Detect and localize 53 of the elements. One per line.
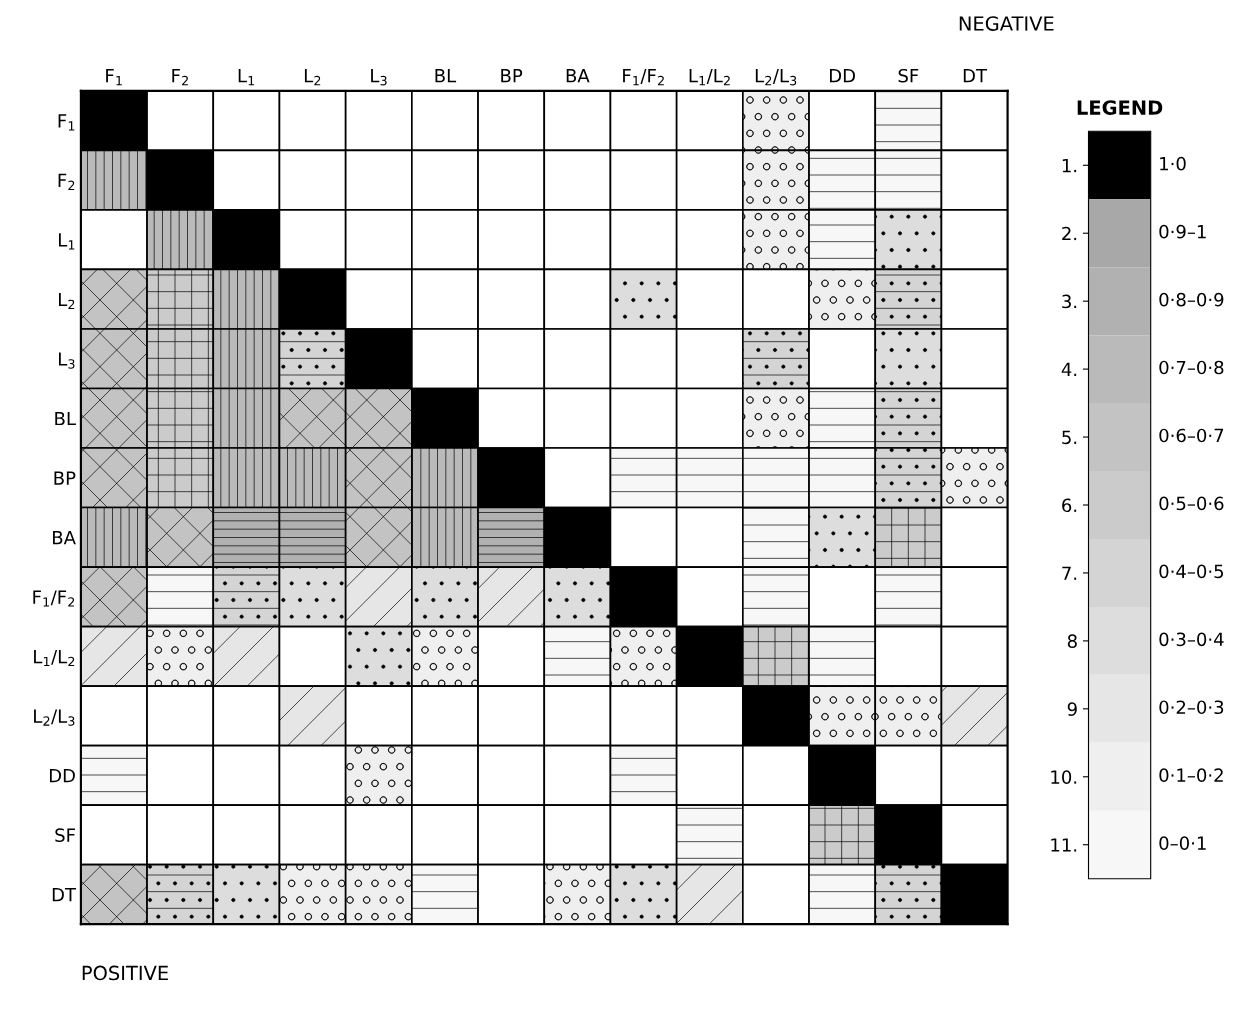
y-tick-label: BA	[53, 530, 76, 545]
text: 0·9–1	[1159, 224, 1206, 239]
y-tick-label: F$_{1}$/F$_{2}$	[33, 590, 75, 607]
y-tick-label: DD	[49, 769, 75, 783]
color-bar-label: 3.	[1062, 294, 1077, 309]
y-tick-label: L$_{1}$/L$_{2}$	[34, 650, 75, 667]
color-bar-label: 7.	[1062, 566, 1077, 580]
x-tick-label: L$_{1}$/L$_{2}$	[689, 69, 730, 86]
color-bar-label: 6.	[1062, 498, 1077, 513]
x-tick-label: DT	[963, 69, 988, 83]
y-tick-label: BP	[54, 471, 76, 485]
x-tick-label: L$_{2}$	[304, 69, 321, 86]
text: 0·2–0·3	[1159, 700, 1224, 715]
text: NEGATIVE	[959, 16, 1054, 31]
y-tick-label: L$_{2}$/L$_{3}$	[34, 709, 75, 726]
x-tick-label: SF	[898, 68, 919, 83]
y-tick-label: L$_{1}$	[58, 233, 75, 250]
x-tick-label: F$_{1}$	[106, 69, 122, 86]
y-tick-label: L$_{2}$	[58, 292, 75, 310]
x-tick-label: BP	[501, 69, 523, 83]
text: 1·0	[1160, 156, 1186, 171]
y-tick-label: L$_{3}$	[58, 352, 75, 369]
text: POSITIVE	[82, 965, 168, 981]
color-bar-label: 8	[1067, 634, 1077, 649]
x-tick-label: BL	[435, 69, 457, 83]
text: 0·8–0·9	[1159, 292, 1224, 307]
x-tick-label: BA	[566, 69, 590, 83]
x-tick-label: L$_{2}$/L$_{3}$	[755, 69, 797, 86]
y-tick-label: DT	[52, 888, 77, 902]
y-tick-label: SF	[55, 828, 75, 842]
color-bar-label: 9	[1067, 702, 1077, 716]
text: 0·3–0·4	[1159, 632, 1224, 647]
x-tick-label: F$_{1}$/F$_{2}$	[623, 69, 664, 86]
x-tick-label: L$_{1}$	[238, 69, 255, 86]
text: 0–0·1	[1159, 836, 1206, 850]
x-tick-label: F$_{2}$	[172, 69, 188, 86]
legend-title: LEGEND	[1077, 100, 1163, 115]
text: 0·6–0·7	[1159, 428, 1224, 443]
color-bar-label: 2.	[1062, 226, 1077, 241]
text: 0·7–0·8	[1159, 360, 1224, 375]
color-bar-label: 1.	[1062, 158, 1077, 173]
y-tick-label: F$_{1}$	[58, 114, 75, 131]
y-tick-label: F$_{2}$	[58, 173, 75, 190]
color-bar-label: 5.	[1062, 430, 1077, 445]
text: 0·4–0·5	[1159, 564, 1224, 579]
text: 0·1–0·2	[1159, 768, 1223, 783]
x-tick-label: DD	[830, 69, 855, 83]
color-bar-label: 10.	[1051, 770, 1077, 784]
x-tick-label: L$_{3}$	[371, 69, 387, 86]
color-bar-label: 11.	[1051, 838, 1077, 852]
text: 0·5–0·6	[1159, 496, 1224, 511]
y-tick-label: BL	[55, 411, 76, 426]
color-bar-label: 4.	[1061, 362, 1077, 376]
